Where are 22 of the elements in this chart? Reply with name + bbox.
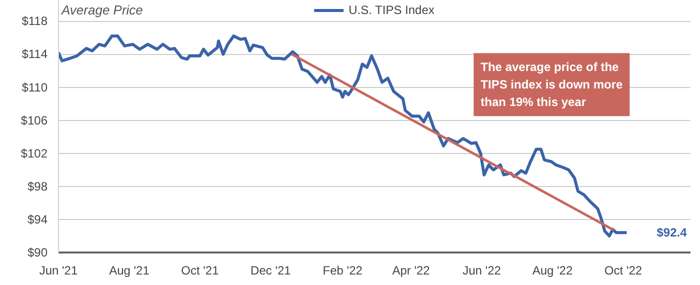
y-tick-label: $94 (27, 212, 48, 226)
x-tick-label: Apr '22 (392, 264, 430, 278)
x-tick-label: Feb '22 (322, 264, 363, 278)
y-tick-label: $98 (27, 179, 48, 194)
x-tick-label: Aug '21 (109, 264, 150, 278)
line-series (58, 34, 628, 238)
y-tick-label: $118 (22, 14, 48, 28)
x-tick-label: Oct '22 (604, 264, 642, 278)
legend-label: U.S. TIPS Index (348, 3, 434, 17)
y-axis-title: Average Price (60, 2, 143, 18)
y-tick-label: $106 (20, 113, 48, 128)
annotation: The average price of the TIPS index is down more than 19% this year (480, 60, 623, 110)
y-tick-label: $102 (20, 146, 48, 160)
x-tick-label: Aug '22 (532, 264, 573, 278)
x-tick-label: Jun '21 (39, 264, 78, 278)
y-tick-label: $110 (22, 80, 48, 94)
y-tick-label: $90 (27, 246, 48, 260)
x-tick-label: Jun '22 (462, 264, 502, 278)
x-tick-label: Oct '21 (181, 264, 220, 278)
y-tick-label: $114 (22, 47, 48, 62)
annotation: $92.4 (656, 226, 688, 240)
x-tick-label: Dec '21 (250, 264, 292, 278)
